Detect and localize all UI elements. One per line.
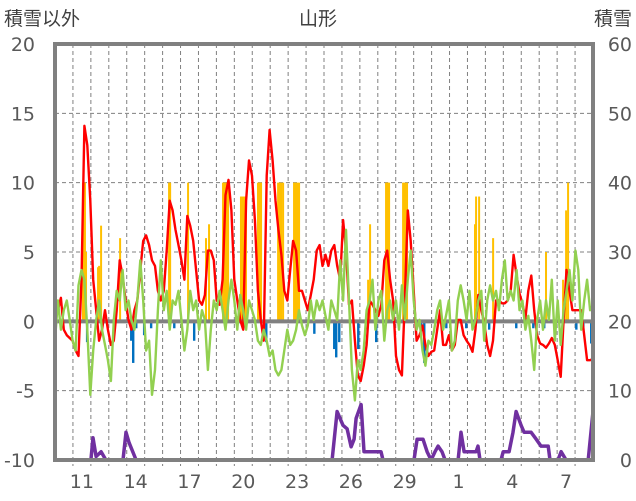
negative-bar [445, 321, 448, 329]
negative-bar [130, 321, 133, 341]
negative-bar [313, 321, 316, 334]
snowfall-bar [367, 279, 370, 322]
snowfall-bar [402, 182, 405, 322]
negative-bar [265, 321, 268, 343]
left-tick-label: 20 [11, 34, 35, 56]
negative-bar [420, 321, 423, 329]
snowfall-bar [562, 279, 565, 322]
snowfall-bar [403, 182, 406, 322]
snowfall-bar [242, 196, 245, 322]
snowfall-bar [277, 182, 280, 322]
x-tick-label: 4 [506, 471, 518, 493]
snowfall-bar [388, 182, 391, 322]
snowfall-bar [475, 196, 478, 322]
red-series-line [53, 124, 594, 383]
snow-depth-line [55, 402, 595, 462]
negative-bar [357, 321, 360, 350]
snowfall-bar [565, 210, 568, 322]
snowfall-bar [187, 182, 190, 322]
snowfall-bar [208, 224, 211, 322]
x-tick-label: 23 [285, 471, 309, 493]
right-tick-label: 10 [608, 381, 632, 403]
snowfall-bar [298, 182, 301, 322]
snowfall-bar [83, 182, 86, 322]
snowfall-bar [100, 225, 103, 322]
snowfall-bar [225, 182, 228, 322]
left-tick-label: -5 [16, 381, 35, 403]
snowfall-bar [98, 265, 101, 322]
plot-frame [53, 42, 595, 462]
negative-bar [333, 321, 336, 350]
left-tick-label: 5 [23, 242, 35, 264]
negative-bar [132, 321, 135, 363]
x-tick-label: 14 [124, 471, 148, 493]
snowfall-bar [278, 182, 281, 322]
left-tick-label: -10 [4, 450, 35, 472]
negative-bar [192, 321, 196, 341]
snowfall-bar [369, 224, 372, 322]
snowfall-bar [169, 182, 172, 322]
negative-bar [515, 321, 518, 329]
right-axis-title: 積雪 [594, 8, 632, 30]
snowfall-bar [545, 252, 548, 322]
left-tick-label: 0 [23, 311, 35, 333]
negative-bar [575, 321, 578, 330]
right-tick-label: 60 [608, 34, 632, 56]
snowfall-bar [85, 252, 88, 322]
left-tick-label: 10 [11, 173, 35, 195]
green-series-line [53, 228, 595, 402]
snowfall-bar [224, 182, 227, 322]
snowfall-bar [119, 238, 122, 322]
x-tick-label: 26 [339, 471, 363, 493]
snowfall-bar [282, 182, 285, 322]
negative-bar [335, 321, 338, 358]
snowfall-bar [168, 182, 171, 322]
right-tick-label: 50 [608, 103, 632, 125]
x-tick-label: 17 [177, 471, 201, 493]
left-axis-title: 積雪以外 [4, 8, 80, 30]
x-tick-label: 7 [560, 471, 572, 493]
snowfall-bar [567, 182, 570, 322]
right-tick-label: 20 [608, 311, 632, 333]
snowfall-bar [227, 182, 230, 322]
snowfall-bar [478, 196, 481, 322]
snowfall-bar [296, 182, 299, 322]
snowfall-bar [293, 182, 296, 322]
negative-bar [338, 321, 341, 343]
negative-bar [135, 321, 138, 329]
negative-bar [532, 321, 535, 329]
snowfall-bar [492, 238, 495, 322]
right-tick-label: 0 [620, 450, 632, 472]
x-tick-label: 29 [393, 471, 417, 493]
snowfall-bar [258, 182, 261, 322]
snowfall-bar [239, 196, 242, 322]
snowfall-bar [257, 182, 260, 322]
negative-bar [173, 321, 176, 329]
negative-bar [465, 321, 468, 329]
x-tick-label: 11 [70, 471, 94, 493]
right-tick-label: 30 [608, 242, 632, 264]
left-tick-label: 15 [11, 103, 35, 125]
plot-border [53, 42, 595, 462]
series-lines [53, 124, 595, 462]
negative-bar [149, 321, 153, 329]
x-tick-label: 20 [231, 471, 255, 493]
gridlines [55, 44, 593, 466]
x-tick-label: 1 [452, 471, 464, 493]
snowfall-bar [260, 182, 263, 322]
chart-title: 山形 [299, 8, 337, 30]
negative-bar [487, 321, 491, 330]
snowfall-bar [97, 267, 100, 322]
snowfall-bar [473, 224, 476, 322]
right-tick-label: 40 [608, 173, 632, 195]
negative-bar [375, 321, 378, 343]
snowfall-bar [241, 196, 244, 322]
